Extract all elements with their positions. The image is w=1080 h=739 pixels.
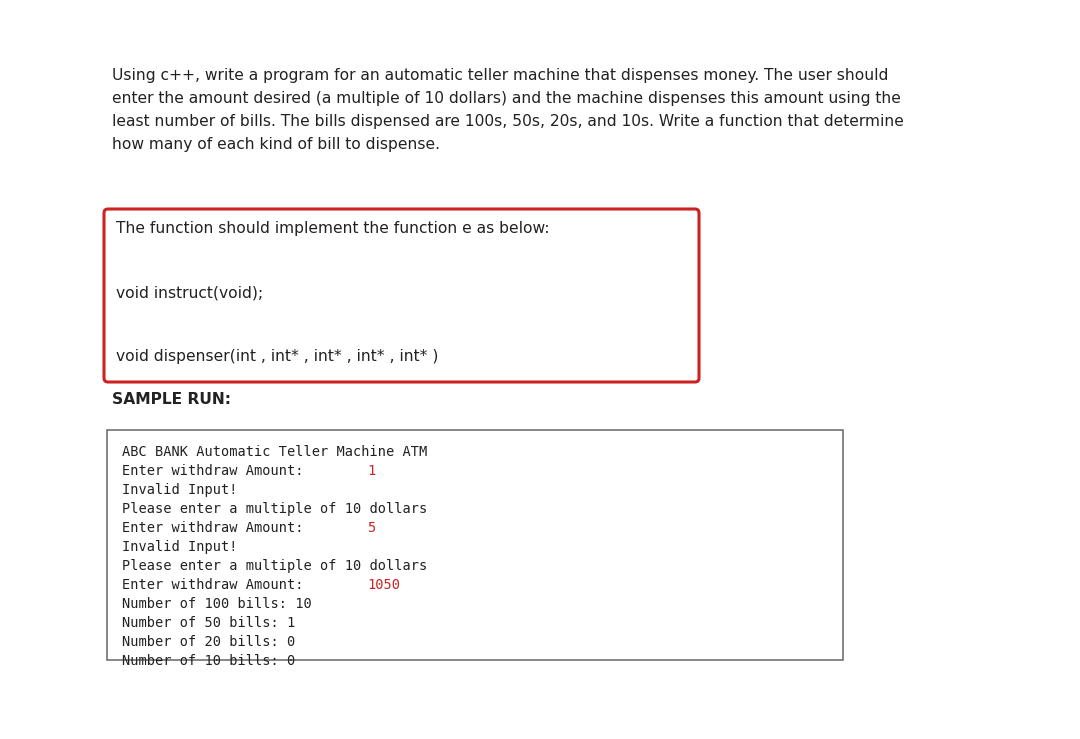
Text: Number of 10 bills: 0: Number of 10 bills: 0 [122,654,295,668]
Text: void dispenser(int , int* , int* , int* , int* ): void dispenser(int , int* , int* , int* … [116,349,438,364]
Text: Number of 50 bills: 1: Number of 50 bills: 1 [122,616,295,630]
Text: Enter withdraw Amount:: Enter withdraw Amount: [122,521,312,535]
Text: Using c++, write a program for an automatic teller machine that dispenses money.: Using c++, write a program for an automa… [112,68,889,83]
Text: Number of 100 bills: 10: Number of 100 bills: 10 [122,597,312,611]
Text: Please enter a multiple of 10 dollars: Please enter a multiple of 10 dollars [122,559,428,573]
Text: void instruct(void);: void instruct(void); [116,285,264,300]
Text: ABC BANK Automatic Teller Machine ATM: ABC BANK Automatic Teller Machine ATM [122,445,428,459]
Text: Invalid Input!: Invalid Input! [122,540,238,554]
Text: Invalid Input!: Invalid Input! [122,483,238,497]
Text: Enter withdraw Amount:: Enter withdraw Amount: [122,578,312,592]
Text: 1050: 1050 [367,578,400,592]
Text: Please enter a multiple of 10 dollars: Please enter a multiple of 10 dollars [122,502,428,516]
Text: 5: 5 [367,521,375,535]
Text: SAMPLE RUN:: SAMPLE RUN: [112,392,231,407]
Text: Number of 20 bills: 0: Number of 20 bills: 0 [122,635,295,649]
Text: how many of each kind of bill to dispense.: how many of each kind of bill to dispens… [112,137,440,152]
Text: The function should implement the function e as below:: The function should implement the functi… [116,221,550,236]
Text: 1: 1 [367,464,375,478]
Text: enter the amount desired (a multiple of 10 dollars) and the machine dispenses th: enter the amount desired (a multiple of … [112,91,901,106]
FancyBboxPatch shape [107,430,843,660]
Text: least number of bills. The bills dispensed are 100s, 50s, 20s, and 10s. Write a : least number of bills. The bills dispens… [112,114,904,129]
Text: Enter withdraw Amount:: Enter withdraw Amount: [122,464,312,478]
